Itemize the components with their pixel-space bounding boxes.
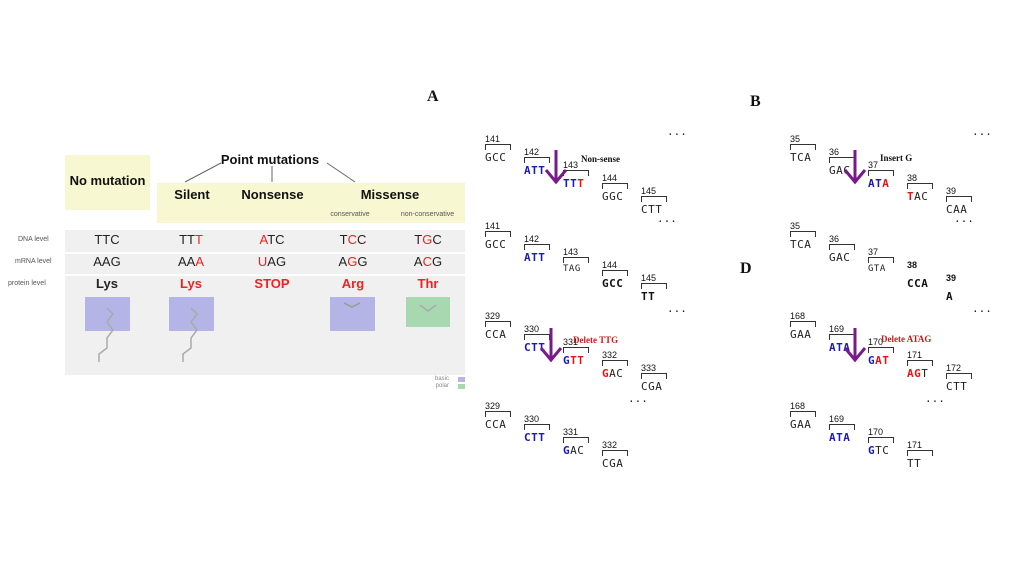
arginine-structure	[343, 302, 361, 308]
legend-polar-swatch	[458, 384, 465, 389]
threonine-structure	[419, 304, 437, 312]
no-mutation-header-box	[65, 155, 150, 210]
panel-d-after-sequence: 168 GAA 169 ATA 170 GTC 171 TT ...	[790, 392, 945, 470]
protein-cell: Lys	[180, 276, 202, 291]
protein-cell: Lys	[96, 276, 118, 291]
table-background	[65, 230, 465, 375]
lys-sidechain-swatch	[169, 297, 214, 331]
mrna-cell: AAA	[177, 254, 204, 269]
lysine-structure	[182, 307, 198, 362]
panel-c-before-sequence: 329 CCA 330 CTT 331 GTT 332 GAC 333 CGA ...	[485, 302, 687, 393]
lys-sidechain-swatch	[85, 297, 130, 331]
row-label-dna: DNA level	[18, 236, 49, 243]
thr-sidechain-swatch	[406, 297, 450, 327]
row-label-protein: protein level	[8, 280, 46, 287]
mrna-cell: UAG	[257, 254, 287, 269]
legend-basic-swatch	[458, 377, 465, 382]
point-mutations-header-box	[157, 183, 465, 223]
panel-b-after-sequence: 35 TCA 36 GAC 37 GTA 38 CCA 39 A ...	[790, 212, 974, 303]
dna-cell: TTC	[94, 232, 120, 247]
dna-cell: ATC	[259, 232, 285, 247]
legend-polar-label: polar	[435, 383, 449, 389]
dna-cell: TCC	[339, 232, 367, 247]
no-mutation-header: No mutation	[69, 173, 146, 188]
mrna-cell: AGG	[338, 254, 368, 269]
lysine-structure	[98, 307, 114, 362]
silent-header: Silent	[174, 187, 210, 202]
protein-cell: Thr	[417, 276, 439, 291]
arg-sidechain-swatch	[330, 297, 375, 331]
panel-c-after-sequence: 329 CCA 330 CTT 331 GAC 332 CGA ...	[485, 392, 648, 470]
row-divider	[65, 252, 465, 254]
panel-b-before-sequence: 35 TCA 36 GAC 37 ATA 38 TAC 39 CAA ...	[790, 125, 992, 216]
panel-b-arrow	[843, 150, 867, 185]
panel-letter-a: A	[427, 88, 439, 105]
non-conservative-subheader: non-conservative	[400, 211, 455, 218]
panel-c-arrow	[539, 328, 563, 363]
panel-a-operation-label: Non-sense	[581, 154, 621, 164]
panel-a-arrow	[544, 150, 568, 185]
missense-header: Missense	[360, 187, 420, 202]
mrna-cell: ACG	[413, 254, 443, 269]
panel-d-before-sequence: 168 GAA 169 ATA 170 GAT 171 AGT 172 CTT ...	[790, 302, 992, 393]
protein-cell: STOP	[254, 276, 290, 291]
panel-d-operation-label: Delete ATAG	[881, 334, 932, 344]
dna-cell: TTT	[179, 232, 203, 247]
dna-cell: TGC	[414, 232, 442, 247]
mutation-table-figure: No mutation Point mutations Silent Nonse…	[8, 150, 465, 395]
row-label-mrna: mRNA level	[15, 258, 52, 265]
conservative-subheader: conservative	[330, 211, 370, 218]
panel-d-arrow	[843, 328, 867, 363]
mrna-cell: AAG	[93, 254, 121, 269]
panel-a-before-sequence: 141 GCC 142 ATT 143 TTT 144 GGC 145 CTT ...	[485, 125, 687, 216]
legend-basic-label: basic	[434, 376, 449, 382]
panel-a-after-sequence: 141 GCC 142 ATT 143 TAG 144 GCC 145 TT ...	[485, 212, 677, 303]
row-divider	[65, 274, 465, 276]
panel-c-operation-label: Delete TTG	[573, 335, 619, 345]
panel-b-operation-label: Insert G	[880, 153, 913, 163]
nonsense-header: Nonsense	[241, 187, 304, 202]
panel-letter-d: D	[740, 260, 752, 277]
panel-letter-b: B	[750, 93, 761, 110]
point-mutations-header: Point mutations	[220, 152, 320, 167]
protein-cell: Arg	[341, 276, 365, 291]
header-connector-lines	[184, 162, 356, 183]
